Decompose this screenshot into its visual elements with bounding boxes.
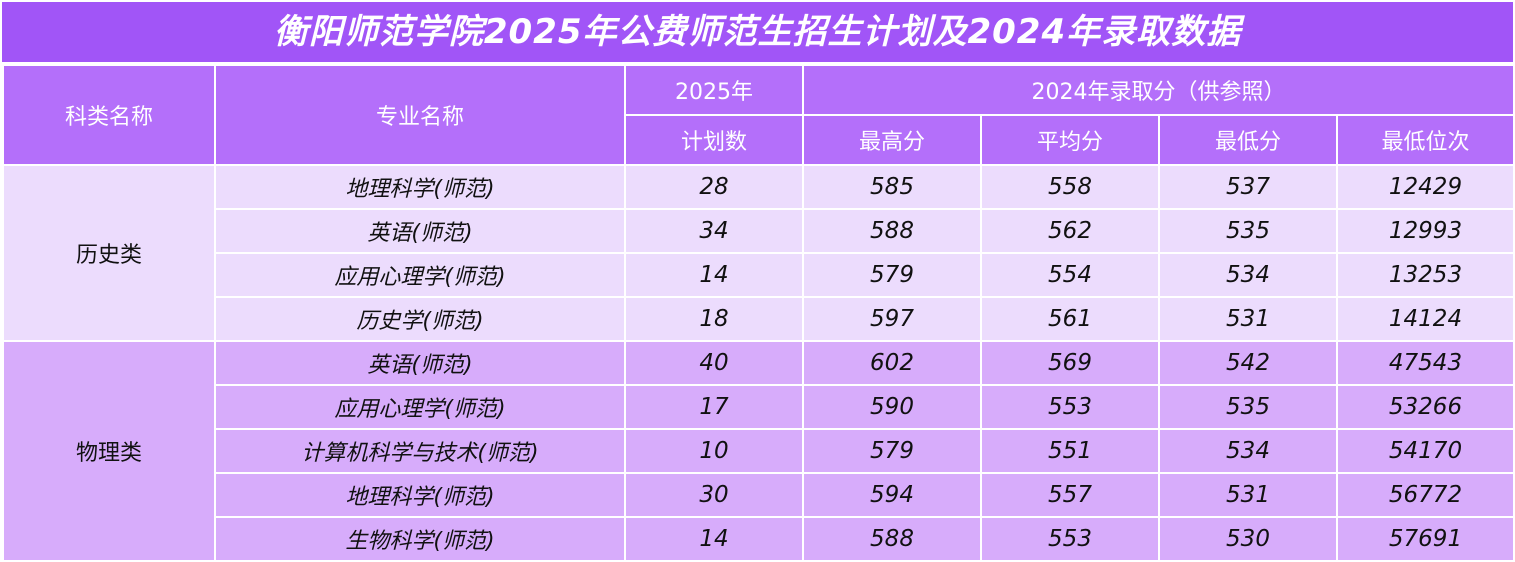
max-score-cell: 588 [802, 516, 982, 562]
avg-score-cell: 553 [980, 516, 1160, 562]
avg-score-cell: 551 [980, 428, 1160, 474]
avg-score-cell: 562 [980, 208, 1160, 254]
table-row: 物理类 英语(师范) 40 602 569 542 47543 [2, 340, 1515, 562]
min-rank-cell: 12993 [1336, 208, 1515, 254]
min-rank-cell: 14124 [1336, 296, 1515, 342]
max-score-cell: 579 [802, 428, 982, 474]
table-row: 计算机科学与技术(师范) 10 579 551 534 54170 [3, 428, 1515, 474]
plan-count-cell: 34 [624, 208, 804, 254]
max-score-cell: 597 [802, 296, 982, 342]
header-score-group: 2024年录取分（供参照） [802, 64, 1515, 116]
major-cell: 生物科学(师范) [214, 516, 626, 562]
plan-count-cell: 28 [624, 164, 804, 210]
min-rank-cell: 56772 [1336, 472, 1515, 518]
category-cell: 物理类 [2, 340, 216, 562]
avg-score-cell: 558 [980, 164, 1160, 210]
major-cell: 应用心理学(师范) [214, 252, 626, 298]
header-max-score: 最高分 [802, 114, 982, 166]
table-row: 地理科学(师范) 30 594 557 531 56772 [3, 472, 1515, 518]
min-rank-cell: 47543 [1336, 340, 1515, 386]
min-score-cell: 534 [1158, 428, 1338, 474]
min-score-cell: 537 [1158, 164, 1338, 210]
table-row: 生物科学(师范) 14 588 553 530 57691 [3, 516, 1515, 562]
min-score-cell: 531 [1158, 472, 1338, 518]
admission-table: 科类名称 专业名称 2025年 2024年录取分（供参照） 计划数 最高分 平均… [2, 64, 1515, 562]
avg-score-cell: 569 [980, 340, 1160, 386]
plan-count-cell: 14 [624, 516, 804, 562]
table-row: 应用心理学(师范) 17 590 553 535 53266 [3, 384, 1515, 430]
max-score-cell: 588 [802, 208, 982, 254]
avg-score-cell: 561 [980, 296, 1160, 342]
major-cell: 地理科学(师范) [214, 164, 626, 210]
major-cell: 地理科学(师范) [214, 472, 626, 518]
max-score-cell: 585 [802, 164, 982, 210]
major-cell: 英语(师范) [214, 340, 626, 386]
plan-count-cell: 18 [624, 296, 804, 342]
category-cell: 历史类 [2, 164, 216, 342]
header-major: 专业名称 [214, 64, 626, 166]
min-rank-cell: 54170 [1336, 428, 1515, 474]
major-cell: 英语(师范) [214, 208, 626, 254]
min-score-cell: 534 [1158, 252, 1338, 298]
major-cell: 计算机科学与技术(师范) [214, 428, 626, 474]
table-row: 历史学(师范) 18 597 561 531 14124 [3, 296, 1515, 342]
plan-count-cell: 40 [624, 340, 804, 386]
min-rank-cell: 12429 [1336, 164, 1515, 210]
plan-count-cell: 14 [624, 252, 804, 298]
major-cell: 历史学(师范) [214, 296, 626, 342]
table-row: 英语(师范) 34 588 562 535 12993 [3, 208, 1515, 254]
avg-score-cell: 554 [980, 252, 1160, 298]
header-category: 科类名称 [2, 64, 216, 166]
min-score-cell: 535 [1158, 208, 1338, 254]
plan-count-cell: 17 [624, 384, 804, 430]
avg-score-cell: 553 [980, 384, 1160, 430]
min-score-cell: 530 [1158, 516, 1338, 562]
avg-score-cell: 557 [980, 472, 1160, 518]
table-row: 历史类 地理科学(师范) 28 585 558 537 12429 [2, 164, 1515, 342]
min-score-cell: 542 [1158, 340, 1338, 386]
min-rank-cell: 53266 [1336, 384, 1515, 430]
min-score-cell: 535 [1158, 384, 1338, 430]
page-title: 衡阳师范学院2025年公费师范生招生计划及2024年录取数据 [2, 2, 1513, 62]
header-min-rank: 最低位次 [1336, 114, 1515, 166]
plan-count-cell: 10 [624, 428, 804, 474]
max-score-cell: 594 [802, 472, 982, 518]
header-plan-year: 2025年 [624, 64, 804, 116]
min-rank-cell: 57691 [1336, 516, 1515, 562]
min-score-cell: 531 [1158, 296, 1338, 342]
plan-count-cell: 30 [624, 472, 804, 518]
min-rank-cell: 13253 [1336, 252, 1515, 298]
table-row: 应用心理学(师范) 14 579 554 534 13253 [3, 252, 1515, 298]
max-score-cell: 590 [802, 384, 982, 430]
max-score-cell: 579 [802, 252, 982, 298]
header-plan-count: 计划数 [624, 114, 804, 166]
header-min-score: 最低分 [1158, 114, 1338, 166]
header-avg-score: 平均分 [980, 114, 1160, 166]
major-cell: 应用心理学(师范) [214, 384, 626, 430]
max-score-cell: 602 [802, 340, 982, 386]
